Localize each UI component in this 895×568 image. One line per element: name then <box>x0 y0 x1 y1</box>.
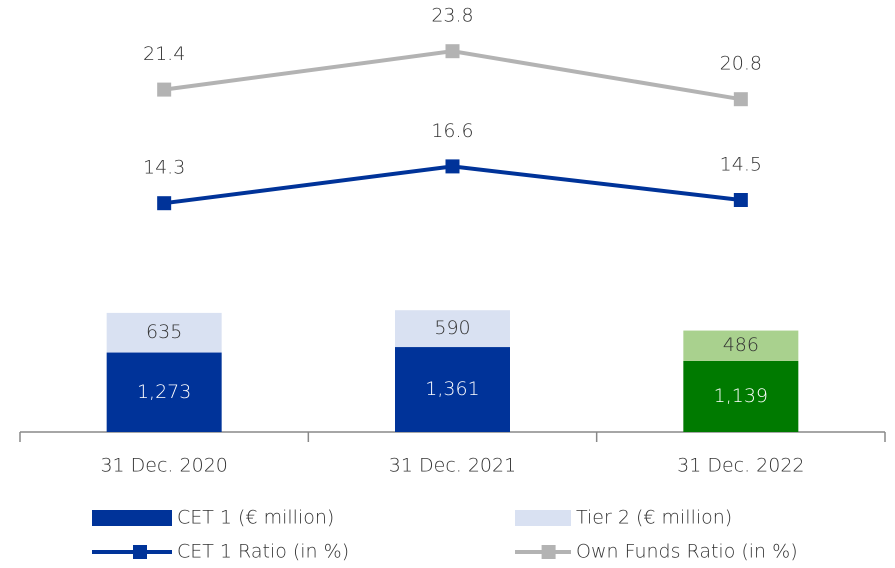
legend-label: CET 1 (€ million) <box>177 507 334 529</box>
data-label: 1,139 <box>714 385 768 407</box>
line-marker <box>157 196 172 211</box>
data-label: 23.8 <box>431 5 473 27</box>
bar-segment <box>395 347 510 432</box>
line-marker <box>733 92 748 107</box>
bar-segment <box>683 360 799 432</box>
x-tick-label: 31 Dec. 2020 <box>100 455 227 477</box>
legend-label: CET 1 Ratio (in %) <box>177 541 349 563</box>
bar-segment <box>106 352 222 432</box>
x-tick-label: 31 Dec. 2021 <box>389 455 516 477</box>
data-label: 20.8 <box>720 53 762 75</box>
data-label: 486 <box>723 334 759 356</box>
bar-segment <box>683 330 799 361</box>
legend-marker <box>133 545 147 559</box>
legend-label: Tier 2 (€ million) <box>576 507 732 529</box>
data-label: 21.4 <box>143 43 185 65</box>
data-label: 635 <box>146 321 182 343</box>
legend-marker <box>541 545 556 559</box>
data-label: 590 <box>434 317 470 339</box>
bar-segment <box>106 312 222 353</box>
data-label: 14.5 <box>720 154 762 176</box>
bar-segment <box>395 310 510 348</box>
data-label: 1,361 <box>425 378 479 400</box>
line-marker <box>157 82 172 97</box>
data-label: 16.6 <box>431 120 473 142</box>
line <box>163 49 742 102</box>
data-label: 14.3 <box>143 157 185 179</box>
legend-label: Own Funds Ratio (in %) <box>576 541 798 563</box>
legend-swatch <box>515 510 571 526</box>
legend-swatch <box>92 510 172 526</box>
line-marker <box>445 159 460 174</box>
data-label: 1,273 <box>137 381 191 403</box>
x-tick-label: 31 Dec. 2022 <box>677 455 804 477</box>
line-marker <box>733 193 748 207</box>
line-marker <box>445 44 460 59</box>
